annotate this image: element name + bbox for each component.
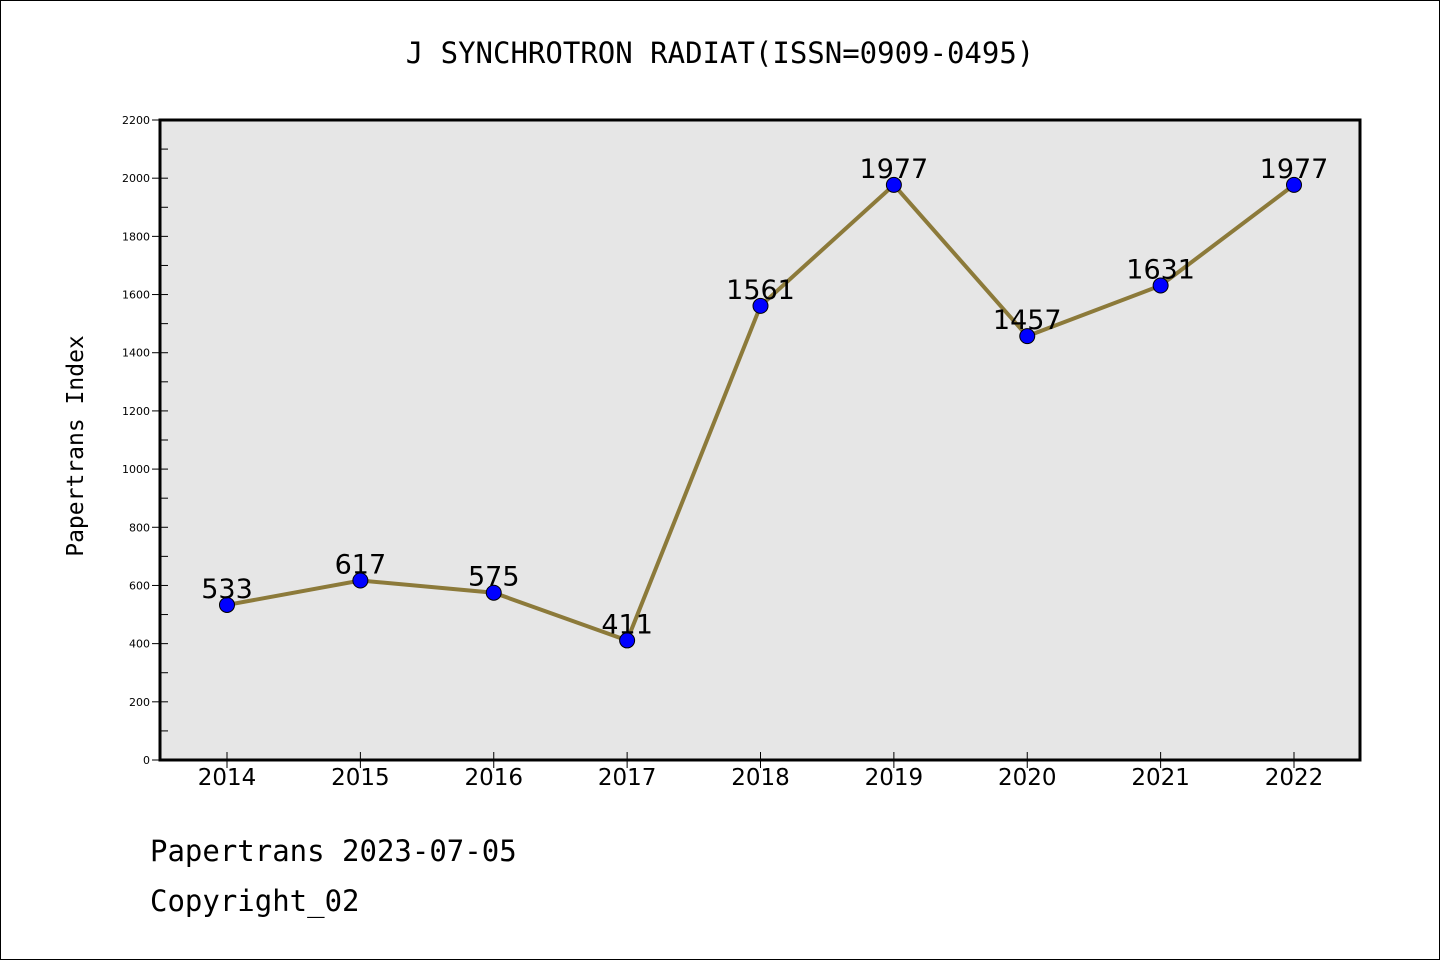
x-tick-label: 2016 (464, 765, 523, 791)
footer-date: Papertrans 2023-07-05 (150, 834, 517, 868)
x-tick-label: 2021 (1131, 765, 1190, 791)
plot-area (160, 120, 1360, 760)
data-label: 1457 (993, 305, 1062, 336)
data-points (219, 176, 1302, 649)
data-point (885, 176, 902, 193)
data-point (1019, 328, 1036, 345)
data-labels: 533 617 575 411 1561 1977 1457 1631 1977 (201, 154, 1328, 641)
y-tick-label: 1400 (122, 347, 150, 360)
y-tick-label: 1000 (122, 463, 150, 476)
x-tick-label: 2014 (198, 765, 257, 791)
x-tick-label: 2015 (331, 765, 390, 791)
data-point (219, 596, 235, 613)
data-point (485, 584, 502, 601)
data-label: 1977 (860, 154, 929, 185)
data-label: 411 (601, 609, 653, 640)
data-label: 1561 (726, 275, 795, 306)
x-tick-label: 2022 (1265, 765, 1324, 791)
data-point (619, 632, 636, 649)
data-label: 617 (335, 550, 387, 581)
y-axis-ticks: 0 200 400 600 800 1000 1200 1400 1600 1800 2000 220… (122, 114, 168, 767)
x-tick-label: 2020 (998, 765, 1057, 791)
y-tick-label: 1600 (122, 289, 150, 302)
x-tick-label: 2019 (865, 765, 924, 791)
plot-border (158, 118, 1362, 762)
x-axis-ticks: 2014 2015 2016 2017 2018 2019 2020 2021 2022 (198, 752, 1324, 791)
footer-copyright: Copyright_02 (150, 884, 360, 918)
x-tick-label: 2018 (731, 765, 790, 791)
y-tick-label: 400 (129, 638, 150, 651)
y-tick-label: 1200 (122, 405, 150, 418)
y-tick-label: 1800 (122, 230, 150, 243)
y-tick-label: 2200 (122, 114, 150, 127)
y-tick-label: 0 (143, 754, 150, 767)
data-label: 533 (201, 574, 253, 605)
data-label: 575 (468, 562, 520, 593)
y-tick-label: 200 (129, 696, 150, 709)
data-label: 1631 (1126, 255, 1195, 286)
y-tick-label: 2000 (122, 172, 150, 185)
y-tick-label: 800 (129, 521, 150, 534)
data-point (1286, 176, 1302, 193)
chart-title: J SYNCHROTRON RADIAT(ISSN=0909-0495) (405, 36, 1035, 70)
data-label: 1977 (1260, 154, 1329, 185)
data-point (352, 572, 369, 589)
x-tick-label: 2017 (598, 765, 657, 791)
data-point (752, 297, 769, 314)
data-point (1152, 277, 1169, 294)
y-tick-label: 600 (129, 579, 150, 592)
